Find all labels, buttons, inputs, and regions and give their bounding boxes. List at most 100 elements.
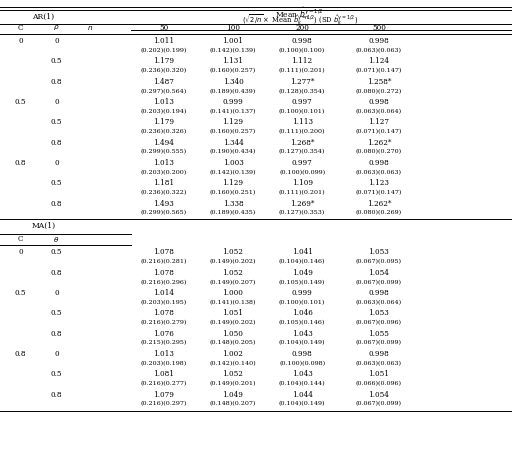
Text: (0.148)(0.207): (0.148)(0.207) xyxy=(210,401,256,407)
Text: 1.000: 1.000 xyxy=(223,289,243,297)
Text: 1.113: 1.113 xyxy=(291,118,313,127)
Text: 1.013: 1.013 xyxy=(154,350,174,358)
Text: (0.067)(0.099): (0.067)(0.099) xyxy=(356,401,402,407)
Text: 0.5: 0.5 xyxy=(51,309,62,318)
Text: $n$: $n$ xyxy=(87,23,93,32)
Text: (0.067)(0.099): (0.067)(0.099) xyxy=(356,279,402,285)
Text: (0.063)(0.063): (0.063)(0.063) xyxy=(356,48,402,53)
Text: 1.051: 1.051 xyxy=(222,309,244,318)
Text: 1.262*: 1.262* xyxy=(367,139,391,147)
Text: 0.8: 0.8 xyxy=(51,390,62,399)
Text: AR(1): AR(1) xyxy=(32,13,55,21)
Text: 1.129: 1.129 xyxy=(222,179,244,187)
Text: 1.046: 1.046 xyxy=(292,309,312,318)
Text: 1.181: 1.181 xyxy=(153,179,175,187)
Text: (0.216)(0.277): (0.216)(0.277) xyxy=(141,381,187,386)
Text: (0.236)(0.320): (0.236)(0.320) xyxy=(141,68,187,73)
Text: (0.080)(0.269): (0.080)(0.269) xyxy=(356,210,402,216)
Text: C: C xyxy=(18,23,23,32)
Text: 1.013: 1.013 xyxy=(154,159,174,167)
Text: 0.8: 0.8 xyxy=(51,199,62,208)
Text: 0.997: 0.997 xyxy=(292,159,312,167)
Text: (0.202)(0.199): (0.202)(0.199) xyxy=(141,48,187,53)
Text: 1.262*: 1.262* xyxy=(367,199,391,208)
Text: 1.043: 1.043 xyxy=(292,330,312,338)
Text: 0.997: 0.997 xyxy=(292,98,312,106)
Text: (0.189)(0.439): (0.189)(0.439) xyxy=(210,88,256,94)
Text: 1.044: 1.044 xyxy=(292,390,312,399)
Text: (0.063)(0.063): (0.063)(0.063) xyxy=(356,170,402,175)
Text: 1.052: 1.052 xyxy=(223,248,243,256)
Text: 1.076: 1.076 xyxy=(154,330,174,338)
Text: (0.067)(0.095): (0.067)(0.095) xyxy=(356,259,402,264)
Text: (0.111)(0.201): (0.111)(0.201) xyxy=(279,190,326,195)
Text: 0.998: 0.998 xyxy=(369,289,389,297)
Text: (0.067)(0.099): (0.067)(0.099) xyxy=(356,340,402,346)
Text: 1.051: 1.051 xyxy=(368,370,390,378)
Text: (0.299)(0.565): (0.299)(0.565) xyxy=(141,210,187,216)
Text: 0.5: 0.5 xyxy=(15,98,26,106)
Text: (0.067)(0.096): (0.067)(0.096) xyxy=(356,320,402,325)
Text: 1.049: 1.049 xyxy=(223,390,243,399)
Text: (0.104)(0.144): (0.104)(0.144) xyxy=(279,381,326,386)
Text: 0.5: 0.5 xyxy=(51,248,62,256)
Text: 1.078: 1.078 xyxy=(154,248,174,256)
Text: 1.344: 1.344 xyxy=(223,139,243,147)
Text: (0.128)(0.354): (0.128)(0.354) xyxy=(279,88,325,94)
Text: 0: 0 xyxy=(54,350,59,358)
Text: 0.5: 0.5 xyxy=(15,289,26,297)
Text: 1.050: 1.050 xyxy=(223,330,243,338)
Text: (0.104)(0.146): (0.104)(0.146) xyxy=(279,259,325,264)
Text: (0.149)(0.201): (0.149)(0.201) xyxy=(210,381,256,386)
Text: 1.109: 1.109 xyxy=(291,179,313,187)
Text: 1.043: 1.043 xyxy=(292,370,312,378)
Text: 1.001: 1.001 xyxy=(222,37,244,45)
Text: (0.236)(0.322): (0.236)(0.322) xyxy=(141,190,187,195)
Text: 0: 0 xyxy=(18,248,23,256)
Text: $(\sqrt{2/n}\times$ Mean $\hat{b}_{k}^{\gamma=1/2})$ (SD $\hat{b}_{k}^{\gamma=1/: $(\sqrt{2/n}\times$ Mean $\hat{b}_{k}^{\… xyxy=(242,13,357,27)
Text: (0.066)(0.096): (0.066)(0.096) xyxy=(356,381,402,386)
Text: 0: 0 xyxy=(54,159,59,167)
Text: 0: 0 xyxy=(54,289,59,297)
Text: (0.105)(0.149): (0.105)(0.149) xyxy=(279,279,325,285)
Text: (0.149)(0.202): (0.149)(0.202) xyxy=(210,259,256,264)
Text: 1.277*: 1.277* xyxy=(290,78,314,86)
Text: (0.203)(0.200): (0.203)(0.200) xyxy=(141,170,187,175)
Text: 0.998: 0.998 xyxy=(369,350,389,358)
Text: (0.216)(0.279): (0.216)(0.279) xyxy=(141,320,187,325)
Text: 0.5: 0.5 xyxy=(51,57,62,65)
Text: 1.258*: 1.258* xyxy=(367,78,391,86)
Text: (0.160)(0.257): (0.160)(0.257) xyxy=(210,68,256,73)
Text: 0: 0 xyxy=(54,37,59,45)
Text: 1.179: 1.179 xyxy=(153,118,175,127)
Text: 0: 0 xyxy=(18,37,23,45)
Text: (0.100)(0.100): (0.100)(0.100) xyxy=(279,48,325,53)
Text: (0.063)(0.063): (0.063)(0.063) xyxy=(356,361,402,366)
Text: (0.063)(0.064): (0.063)(0.064) xyxy=(356,109,402,114)
Text: 0.5: 0.5 xyxy=(51,118,62,127)
Text: (0.104)(0.149): (0.104)(0.149) xyxy=(279,401,325,407)
Text: 0.8: 0.8 xyxy=(51,330,62,338)
Text: (0.148)(0.205): (0.148)(0.205) xyxy=(210,340,256,346)
Text: (0.203)(0.195): (0.203)(0.195) xyxy=(141,300,187,305)
Text: 0.998: 0.998 xyxy=(292,37,312,45)
Text: 1.493: 1.493 xyxy=(154,199,174,208)
Text: C: C xyxy=(18,235,23,243)
Text: 1.079: 1.079 xyxy=(154,390,174,399)
Text: (0.100)(0.101): (0.100)(0.101) xyxy=(279,300,325,305)
Text: (0.063)(0.064): (0.063)(0.064) xyxy=(356,300,402,305)
Text: 0.8: 0.8 xyxy=(51,269,62,277)
Text: (0.071)(0.147): (0.071)(0.147) xyxy=(356,190,402,195)
Text: 1.052: 1.052 xyxy=(223,269,243,277)
Text: 1.002: 1.002 xyxy=(223,350,243,358)
Text: 1.124: 1.124 xyxy=(368,57,390,65)
Text: 0.998: 0.998 xyxy=(369,37,389,45)
Text: $\theta$: $\theta$ xyxy=(53,235,59,244)
Text: 1.041: 1.041 xyxy=(291,248,313,256)
Text: (0.111)(0.201): (0.111)(0.201) xyxy=(279,68,326,73)
Text: 1.054: 1.054 xyxy=(369,390,389,399)
Text: 100: 100 xyxy=(226,23,240,32)
Text: 0.999: 0.999 xyxy=(223,98,243,106)
Text: 0.998: 0.998 xyxy=(369,98,389,106)
Text: (0.299)(0.555): (0.299)(0.555) xyxy=(141,149,187,155)
